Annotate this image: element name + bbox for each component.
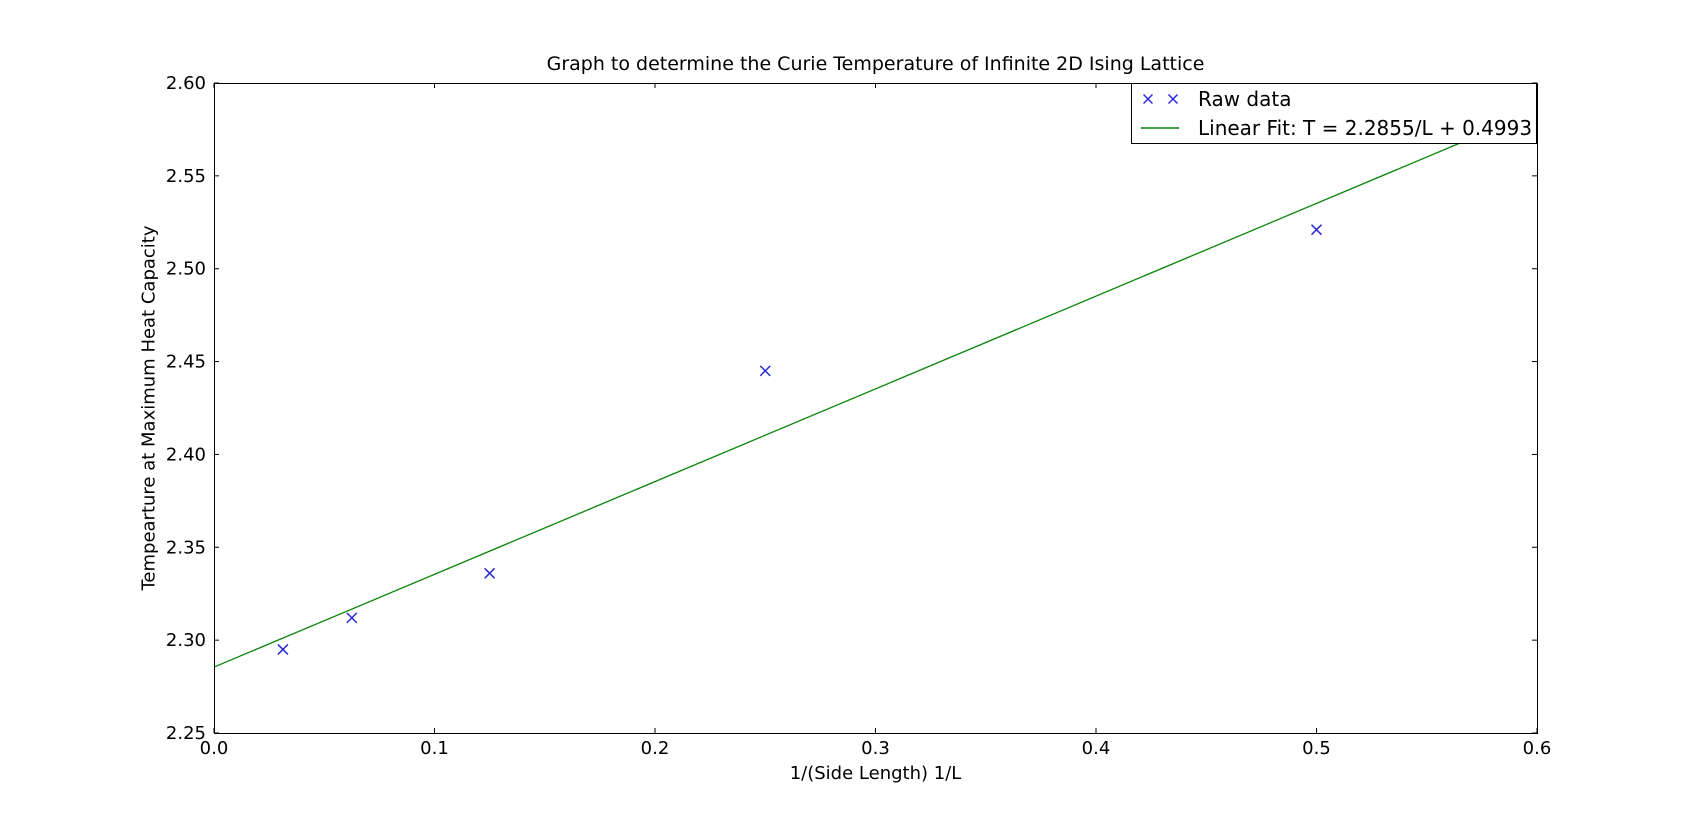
y-tick-label: 2.40 [166,444,206,465]
x-tick-label: 0.6 [1523,738,1552,759]
y-tick-label: 2.25 [166,723,206,744]
chart-title: Graph to determine the Curie Temperature… [546,53,1205,75]
y-tick-label: 2.30 [166,630,206,651]
legend-label-linear-fit: Linear Fit: T = 2.2855/L + 0.4993 [1198,116,1533,141]
y-axis-tick-labels: 2.25 2.30 2.35 2.40 2.45 2.50 2.55 2.60 [166,73,206,744]
raw-data-point [346,612,358,624]
x-axis-tick-labels: 0.0 0.1 0.2 0.3 0.4 0.5 0.6 [200,738,1552,759]
axis-ticks [213,82,1538,734]
y-tick-label: 2.35 [166,537,206,558]
legend-item-raw-data: Raw data [1139,84,1536,113]
y-tick-label: 2.45 [166,352,206,373]
raw-data-point [484,567,496,579]
legend-label-raw-data: Raw data [1198,86,1292,111]
raw-data-point [1310,224,1323,236]
x-tick-label: 0.1 [420,738,449,759]
raw-data-points [277,224,1323,655]
raw-data-point [277,643,289,655]
legend-item-linear-fit: Linear Fit: T = 2.2855/L + 0.4993 [1139,114,1536,143]
x-tick-label: 0.3 [861,738,890,759]
x-tick-label: 0.5 [1302,738,1331,759]
legend: Raw data Linear Fit: T = 2.2855/L + 0.49… [1131,83,1537,144]
x-axis-label: 1/(Side Length) 1/L [789,763,962,784]
y-tick-label: 2.55 [166,166,206,187]
x-tick-label: 0.2 [641,738,670,759]
raw-data-point [759,365,771,377]
y-tick-label: 2.50 [166,259,206,280]
y-axis-label: Tempearture at Maximum Heat Capacity [138,225,160,591]
x-marker-icon [1142,93,1179,104]
axes-frame [214,83,1538,734]
x-tick-label: 0.0 [200,738,229,759]
fit-line [213,110,1538,668]
y-tick-label: 2.60 [166,73,206,94]
x-tick-label: 0.4 [1082,738,1111,759]
line-marker-icon [1141,127,1179,129]
